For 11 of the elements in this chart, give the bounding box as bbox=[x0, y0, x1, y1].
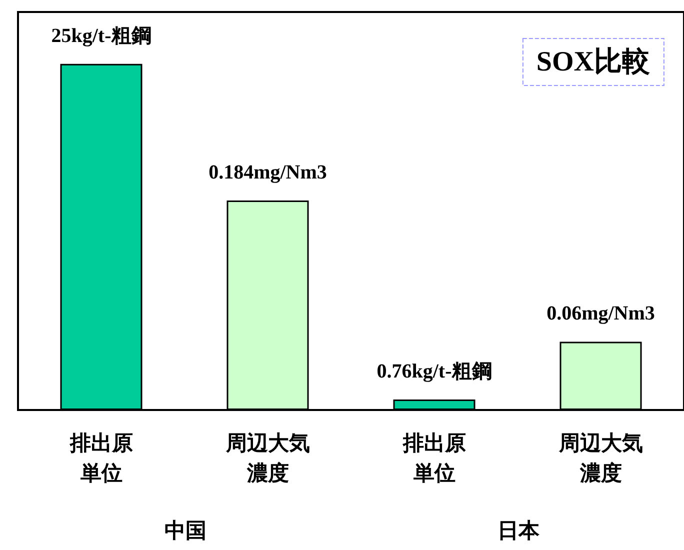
x-tick-label: 排出原単位 bbox=[402, 431, 466, 485]
text: 中国 bbox=[164, 518, 206, 542]
chart-title: SOX比較 bbox=[536, 46, 651, 78]
x-tick-label: 周辺大気濃度 bbox=[224, 431, 310, 485]
text: 日本 bbox=[498, 518, 540, 542]
data-label: 0.184mg/Nm3 bbox=[208, 162, 327, 184]
x-tick-label: 排出原単位 bbox=[68, 431, 133, 485]
data-label: 0.06mg/Nm3 bbox=[546, 302, 655, 325]
data-label: 0.76kg/t-粗鋼 bbox=[376, 360, 492, 382]
data-label: 25kg/t-粗鋼 bbox=[51, 24, 152, 47]
x-tick-label: 周辺大気濃度 bbox=[558, 431, 643, 485]
